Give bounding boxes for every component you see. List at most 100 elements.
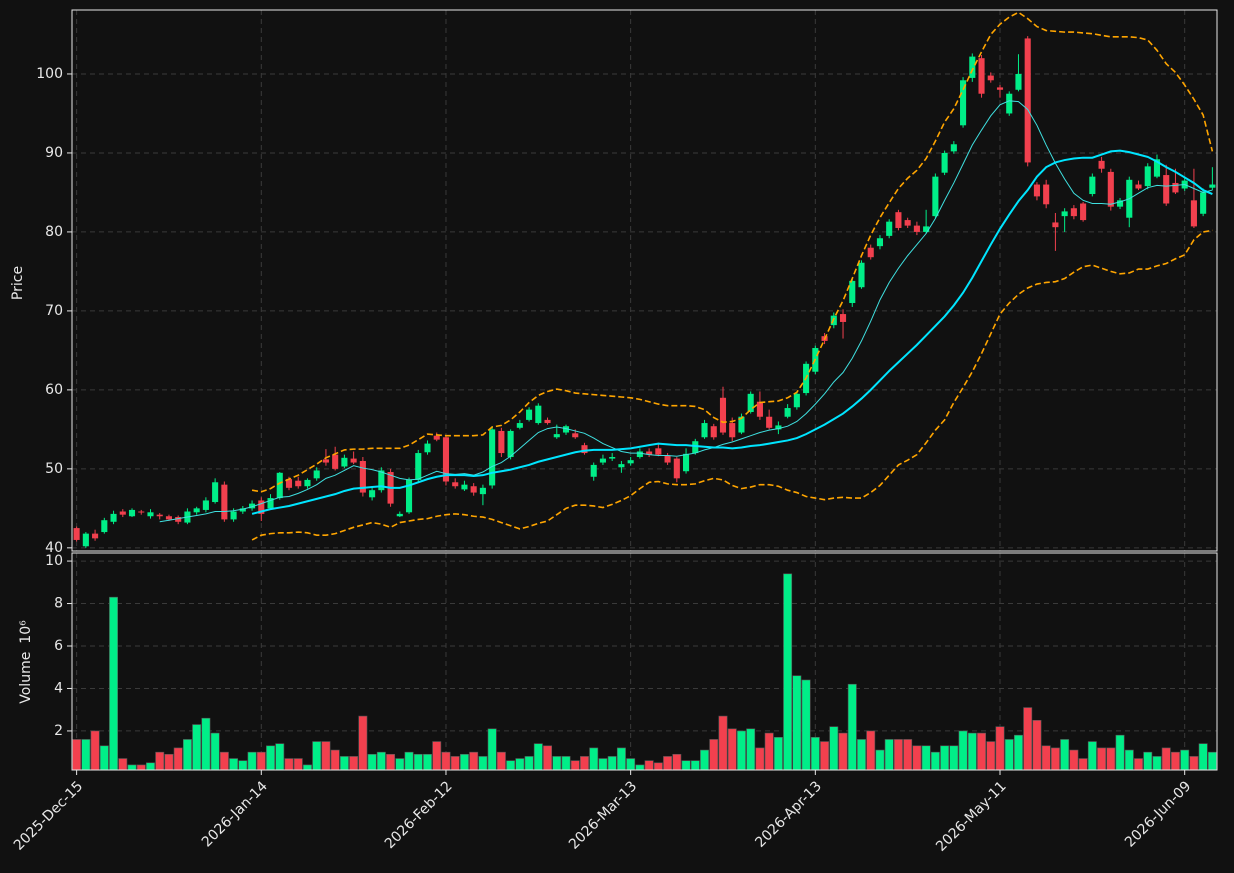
volume-bar <box>478 756 488 771</box>
volume-bar <box>653 762 663 771</box>
candle-body <box>433 435 440 440</box>
candle-body <box>489 429 496 486</box>
volume-bar <box>967 732 977 771</box>
volume-bar <box>912 745 922 771</box>
volume-bar <box>1069 749 1079 771</box>
candle-body <box>267 498 274 509</box>
candle-body <box>470 486 477 493</box>
candle-body <box>73 528 80 540</box>
candle-body <box>562 426 570 433</box>
volume-bar <box>644 760 654 771</box>
volume-bar <box>330 749 340 771</box>
candle-body <box>673 458 680 479</box>
overlay-line <box>251 11 1214 493</box>
candle-body <box>1089 176 1096 195</box>
candle-body <box>1043 184 1050 205</box>
volume-bar <box>321 741 331 771</box>
volume-bar <box>164 753 174 771</box>
volume-bar <box>903 739 913 771</box>
candle-body <box>526 409 533 420</box>
candle-body <box>766 416 773 428</box>
volume-bar <box>256 751 266 771</box>
volume-bar <box>792 675 802 771</box>
y-tick-label: 100 <box>36 66 63 82</box>
candle-body <box>756 401 763 417</box>
volume-bar <box>136 764 146 771</box>
volume-bar <box>275 743 285 771</box>
candle-body <box>156 514 163 517</box>
candle-body <box>913 225 920 232</box>
volume-bar <box>72 739 82 771</box>
volume-bar <box>219 751 229 771</box>
volume-bar <box>718 715 728 771</box>
candle-body <box>1006 93 1013 114</box>
volume-bar <box>506 760 516 771</box>
candle-body <box>1135 184 1142 189</box>
volume-bar <box>349 756 359 771</box>
candle-body <box>692 441 699 454</box>
candle-body <box>258 500 265 514</box>
candle-body <box>128 509 136 517</box>
volume-bar <box>626 758 636 771</box>
overlay-line <box>251 149 1213 515</box>
candle-body <box>932 176 939 217</box>
candle-body <box>904 220 911 226</box>
volume-bar <box>182 739 192 771</box>
y-tick-label: 60 <box>45 382 63 398</box>
volume-bar <box>820 741 830 771</box>
volume-bar <box>515 758 525 771</box>
candle-body <box>313 470 320 479</box>
candle-body <box>775 425 782 430</box>
candle-body <box>738 416 745 433</box>
candle-body <box>839 314 847 322</box>
candle-body <box>378 470 385 491</box>
candle-body <box>193 508 200 513</box>
volume-bar <box>1032 720 1042 771</box>
volume-bar <box>127 764 137 771</box>
volume-bar <box>607 756 617 771</box>
volume-bar <box>358 715 368 771</box>
volume-bar <box>552 756 562 771</box>
candle-body <box>867 247 874 258</box>
volume-bar <box>681 760 691 771</box>
candle-body <box>636 451 643 458</box>
candle-body <box>572 433 579 438</box>
volume-bar <box>875 749 885 771</box>
volume-bar <box>229 758 239 771</box>
volume-bar <box>857 739 866 771</box>
candle-body <box>849 280 856 304</box>
volume-bar <box>949 745 959 771</box>
volume-bar <box>238 760 248 771</box>
candle-body <box>886 221 893 236</box>
volume-bar <box>423 753 432 771</box>
volume-bar <box>303 764 312 771</box>
volume-bar <box>940 745 950 771</box>
volume-bar <box>1198 743 1208 771</box>
y-tick-label: 50 <box>45 461 63 477</box>
candle-body <box>1153 159 1161 177</box>
volume-bar <box>146 762 155 771</box>
volume-bar <box>884 739 894 771</box>
candle-body <box>249 503 256 509</box>
volume-bar <box>764 732 774 771</box>
candle-body <box>784 408 791 417</box>
volume-bar <box>1106 747 1116 771</box>
candle-body <box>1172 182 1179 193</box>
volume-bar <box>1143 751 1153 771</box>
candle-body <box>858 262 865 288</box>
volume-bar <box>1060 739 1070 771</box>
volume-bar <box>109 596 119 771</box>
candle-body <box>1209 184 1216 188</box>
candle-body <box>424 443 431 453</box>
candle-body <box>1116 200 1124 207</box>
volume-bar <box>589 747 599 771</box>
candle-body <box>701 423 708 438</box>
volume-bar <box>487 728 497 771</box>
candle-body <box>1015 73 1022 90</box>
volume-bar <box>1115 734 1125 771</box>
candle-body <box>276 472 283 499</box>
candle-body <box>295 480 302 487</box>
volume-bar <box>395 758 405 771</box>
candle-body <box>627 460 634 464</box>
